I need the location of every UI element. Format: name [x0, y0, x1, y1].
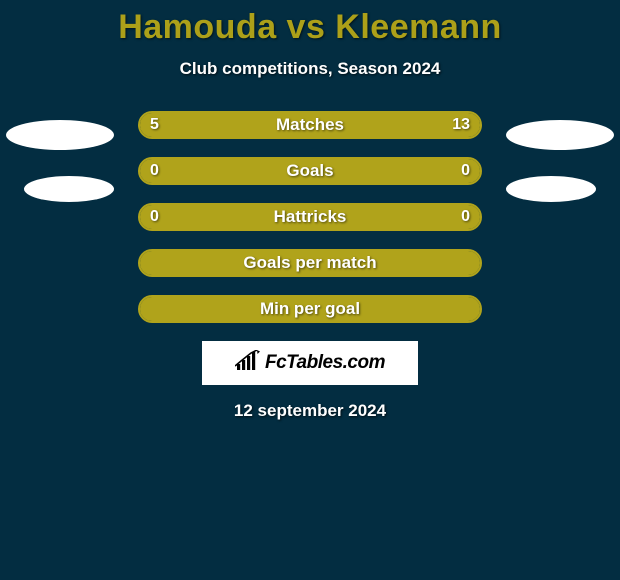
- metric-row: 513Matches: [138, 111, 482, 139]
- subtitle: Club competitions, Season 2024: [0, 59, 620, 79]
- logo-chart-icon: [235, 350, 261, 377]
- page-title: Hamouda vs Kleemann: [0, 0, 620, 47]
- date-line: 12 september 2024: [0, 401, 620, 421]
- right-oval: [506, 176, 596, 202]
- left-oval: [24, 176, 114, 202]
- right-oval: [506, 120, 614, 150]
- metric-label: Goals: [138, 157, 482, 185]
- metric-row: Goals per match: [138, 249, 482, 277]
- metric-label: Hattricks: [138, 203, 482, 231]
- metric-label: Matches: [138, 111, 482, 139]
- metric-label: Goals per match: [138, 249, 482, 277]
- metric-row: 00Goals: [138, 157, 482, 185]
- metric-row: 00Hattricks: [138, 203, 482, 231]
- logo-text: FcTables.com: [265, 352, 385, 374]
- metric-label: Min per goal: [138, 295, 482, 323]
- left-oval: [6, 120, 114, 150]
- metric-row: Min per goal: [138, 295, 482, 323]
- logo-box: FcTables.com: [202, 341, 418, 385]
- logo: FcTables.com: [235, 350, 385, 377]
